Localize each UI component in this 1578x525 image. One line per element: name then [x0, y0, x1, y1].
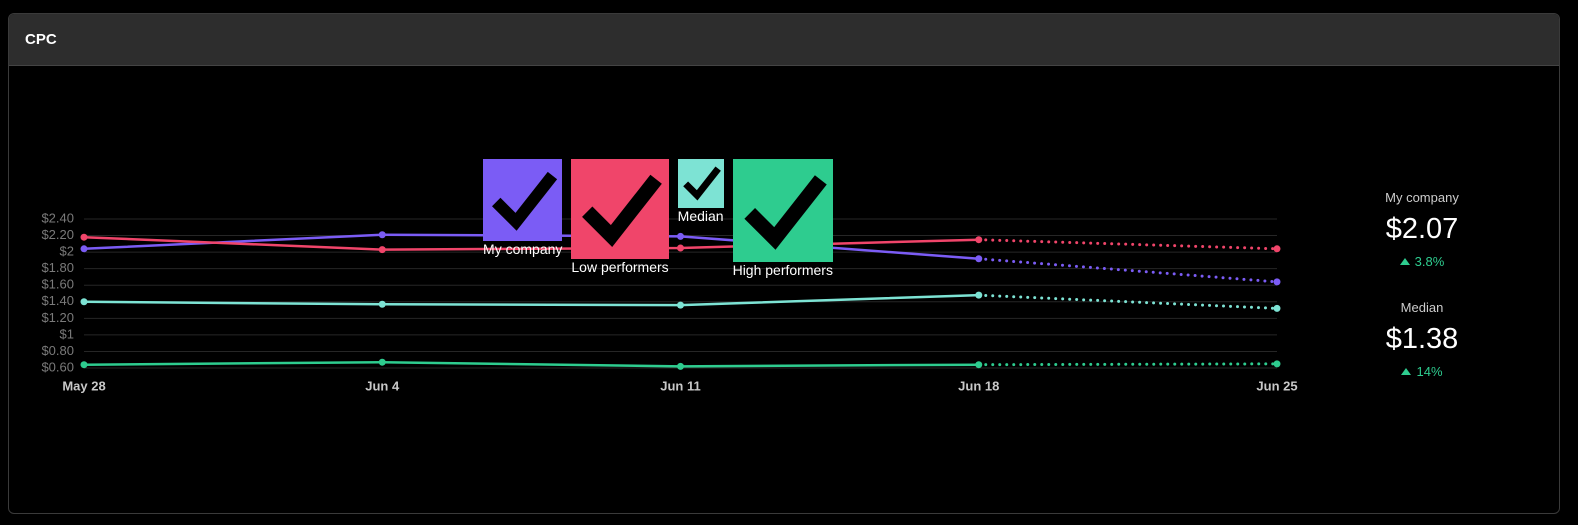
legend: My company Low performers Median High perfo… — [0, 159, 1316, 278]
up-arrow — [1401, 368, 1412, 375]
data-point — [80, 233, 88, 241]
stat-value: $2.07 — [1385, 213, 1459, 245]
legend-label: High performers — [732, 262, 833, 279]
card-header: CPC — [9, 14, 1559, 66]
legend-checkbox[interactable] — [571, 159, 669, 260]
y-tick-label: $1.20 — [41, 310, 74, 325]
series-line — [83, 360, 979, 368]
data-point — [975, 255, 983, 263]
series-line-projected — [977, 362, 1279, 367]
x-tick-label: Jun 18 — [958, 378, 999, 393]
data-point — [677, 301, 684, 309]
data-point — [378, 231, 386, 239]
y-tick-label: $1.40 — [41, 293, 74, 308]
data-point — [378, 246, 386, 254]
x-tick-label: Jun 11 — [660, 378, 700, 393]
stat-change: 14% — [1352, 364, 1492, 379]
series-line-projected — [977, 293, 1279, 310]
data-point — [80, 361, 88, 369]
legend-label: Median — [677, 207, 724, 224]
series-line-projected — [977, 257, 1279, 284]
series-line-projected — [977, 238, 1279, 251]
stat-block: Median $1.38 14% — [1352, 300, 1492, 379]
check-icon — [743, 175, 827, 250]
check-icon — [492, 171, 558, 231]
data-point — [80, 245, 88, 253]
data-point — [1273, 360, 1281, 368]
y-tick-label: $1.80 — [41, 260, 74, 275]
series-line — [83, 293, 979, 307]
y-tick-label: $1.60 — [41, 277, 74, 292]
legend-checkbox[interactable] — [732, 159, 833, 263]
stat-label: Median — [1400, 300, 1444, 315]
up-arrow — [1399, 258, 1410, 265]
stat-change: 3.8% — [1352, 254, 1492, 269]
data-point — [975, 361, 983, 369]
x-tick-label: May 28 — [62, 378, 105, 393]
stat-value: $1.38 — [1385, 323, 1459, 355]
y-tick-label: $0.60 — [41, 359, 74, 374]
legend-checkbox[interactable] — [677, 159, 724, 208]
y-tick-label: $1 — [60, 326, 74, 341]
data-point — [677, 232, 684, 240]
data-point — [677, 244, 684, 252]
y-tick-label: $2 — [60, 244, 74, 259]
legend-checkbox[interactable] — [483, 159, 563, 242]
data-point — [80, 298, 88, 306]
legend-label: Low performers — [571, 259, 669, 276]
y-tick-label: $2.20 — [41, 227, 74, 242]
y-tick-label: $2.40 — [41, 210, 74, 225]
card-title: CPC — [25, 31, 57, 48]
legend-label: My company — [483, 241, 563, 258]
y-tick-label: $0.80 — [41, 343, 74, 358]
data-point — [378, 300, 386, 308]
data-point — [975, 236, 983, 244]
check-icon — [582, 174, 663, 247]
legend-item[interactable]: Median — [677, 159, 724, 278]
data-point — [1273, 245, 1281, 253]
data-point — [975, 291, 983, 299]
stat-label: My company — [1385, 190, 1459, 205]
stat-change-text: 14% — [1416, 364, 1443, 379]
card: CPC — [8, 13, 1560, 514]
data-point — [677, 362, 684, 370]
data-point — [378, 358, 386, 366]
legend-item[interactable]: My company — [483, 159, 563, 278]
x-tick-label: Jun 25 — [1256, 378, 1297, 393]
check-icon — [682, 166, 721, 201]
legend-item[interactable]: Low performers — [571, 159, 669, 278]
x-tick-label: Jun 4 — [365, 378, 400, 393]
data-point — [1273, 278, 1281, 286]
stat-change-text: 3.8% — [1414, 254, 1445, 269]
data-point — [1273, 304, 1281, 312]
legend-item[interactable]: High performers — [732, 159, 833, 279]
stat-block: My company $2.07 3.8% — [1352, 190, 1492, 269]
